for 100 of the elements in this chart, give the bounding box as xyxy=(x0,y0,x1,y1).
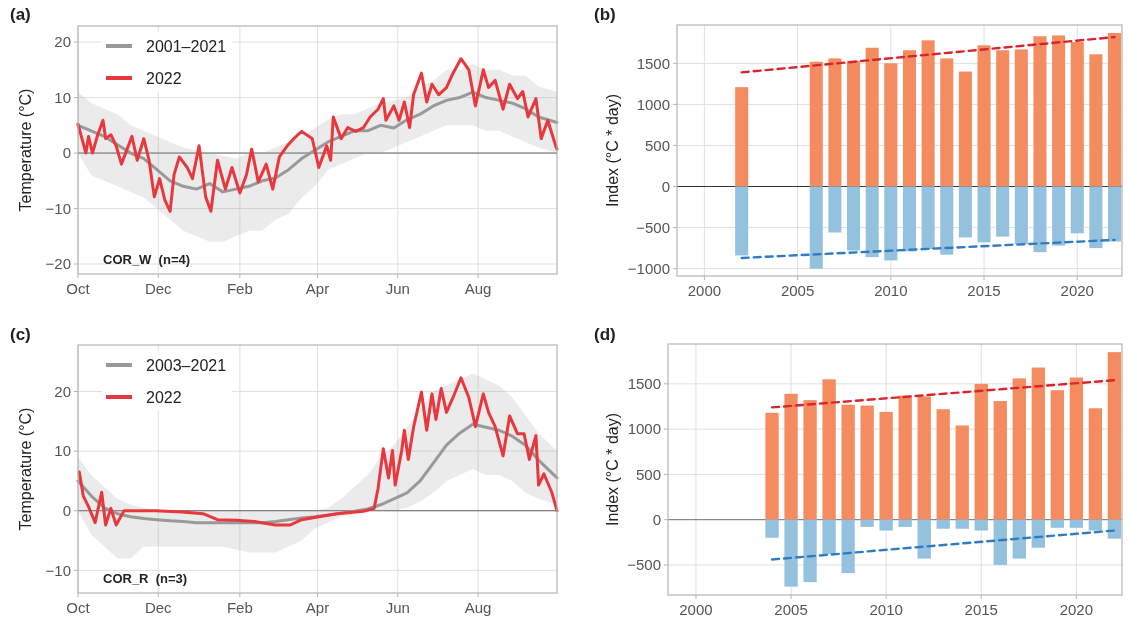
bar xyxy=(822,379,836,520)
y-tick-label: 20 xyxy=(54,33,71,51)
y-tick-label: 0 xyxy=(62,144,71,162)
y-axis-title: Index (°C * day) xyxy=(603,93,621,208)
line-series xyxy=(76,57,559,213)
y-tick-label: −10 xyxy=(45,199,71,217)
bar xyxy=(828,58,842,187)
bar xyxy=(765,519,779,538)
bar xyxy=(884,63,898,187)
y-tick-label: 10 xyxy=(54,88,71,106)
bar xyxy=(993,401,1007,520)
y-tick-label: −20 xyxy=(45,255,71,273)
bar xyxy=(1033,186,1047,253)
bar xyxy=(784,519,798,587)
bar xyxy=(1069,519,1084,528)
chart-title: (a) xyxy=(10,5,31,24)
y-axis-title: Index (°C * day) xyxy=(603,412,621,527)
x-tick-label: 2020 xyxy=(1060,282,1094,299)
bar xyxy=(1088,408,1103,520)
annotation: COR_W (n=4) xyxy=(103,252,191,267)
x-tick-label: Aug xyxy=(464,599,492,616)
y-tick-label: 0 xyxy=(652,510,661,528)
bar xyxy=(803,519,817,583)
bar xyxy=(921,186,935,249)
bar xyxy=(955,425,969,520)
bar xyxy=(898,519,912,527)
bar xyxy=(1052,186,1066,246)
legend-label: 2022 xyxy=(146,388,182,406)
x-tick-label: Apr xyxy=(305,599,330,616)
bar xyxy=(784,393,798,520)
bar xyxy=(828,186,842,233)
bar xyxy=(993,519,1007,565)
bar xyxy=(977,186,991,243)
x-tick-label: Feb xyxy=(226,599,253,616)
bar xyxy=(809,186,823,269)
bar xyxy=(921,40,935,187)
x-tick-label: Feb xyxy=(226,280,253,297)
y-tick-label: 10 xyxy=(54,442,71,460)
bar xyxy=(1108,32,1122,187)
x-tick-label: Aug xyxy=(464,280,492,297)
y-tick-label: 0 xyxy=(62,501,71,519)
bar xyxy=(1107,352,1122,520)
chart-title: (b) xyxy=(594,5,616,24)
bar xyxy=(865,47,879,187)
bar xyxy=(974,383,988,520)
legend-label: 2003–2021 xyxy=(146,356,227,374)
bar xyxy=(958,71,972,187)
annotation: COR_R (n=3) xyxy=(103,571,188,586)
y-tick-label: 1000 xyxy=(627,420,661,438)
bar xyxy=(902,186,916,252)
bar xyxy=(1089,54,1103,187)
x-tick-label: 2005 xyxy=(774,601,808,618)
x-tick-label: Jun xyxy=(385,599,410,616)
bar xyxy=(1014,186,1028,244)
bar xyxy=(884,186,898,261)
bar xyxy=(1070,186,1084,234)
x-tick-label: Apr xyxy=(305,280,330,297)
bar xyxy=(847,60,861,187)
bar xyxy=(1088,519,1103,531)
legend-label: 2022 xyxy=(146,69,182,87)
y-axis-title: Temperature (°C) xyxy=(16,88,34,212)
bar xyxy=(841,404,855,520)
bar xyxy=(822,519,836,555)
bar xyxy=(1069,377,1084,520)
bar xyxy=(1014,49,1028,187)
bar xyxy=(841,519,855,574)
y-tick-label: 0 xyxy=(661,177,670,195)
x-tick-label: Dec xyxy=(144,280,173,297)
bar xyxy=(940,58,954,187)
bar xyxy=(955,519,969,529)
y-tick-label: 500 xyxy=(635,465,661,483)
bar xyxy=(1031,519,1045,548)
bar xyxy=(1050,390,1064,520)
bar xyxy=(865,186,879,258)
bar xyxy=(898,395,912,520)
x-tick-label: 2005 xyxy=(780,282,815,299)
bar xyxy=(860,519,874,527)
x-tick-label: Jun xyxy=(385,280,410,297)
y-tick-label: −500 xyxy=(636,218,670,236)
bar xyxy=(879,519,893,531)
bar xyxy=(1050,519,1064,528)
bar xyxy=(1031,367,1045,520)
x-tick-label: Oct xyxy=(66,599,91,616)
x-tick-label: Dec xyxy=(144,599,173,616)
y-tick-label: 1000 xyxy=(636,95,670,113)
bar xyxy=(1089,186,1103,249)
bar xyxy=(902,50,916,187)
x-tick-label: 2000 xyxy=(679,601,713,618)
y-tick-label: 20 xyxy=(54,382,71,400)
bar xyxy=(1108,186,1122,242)
bar xyxy=(1052,35,1066,187)
bar xyxy=(974,519,988,531)
bar xyxy=(996,186,1010,237)
bar xyxy=(847,186,861,251)
y-tick-label: 500 xyxy=(644,136,670,154)
bar xyxy=(860,405,874,520)
y-tick-label: −500 xyxy=(627,556,661,574)
chart-title: (c) xyxy=(10,325,31,344)
x-tick-label: 2015 xyxy=(964,601,998,618)
bar xyxy=(735,87,749,187)
